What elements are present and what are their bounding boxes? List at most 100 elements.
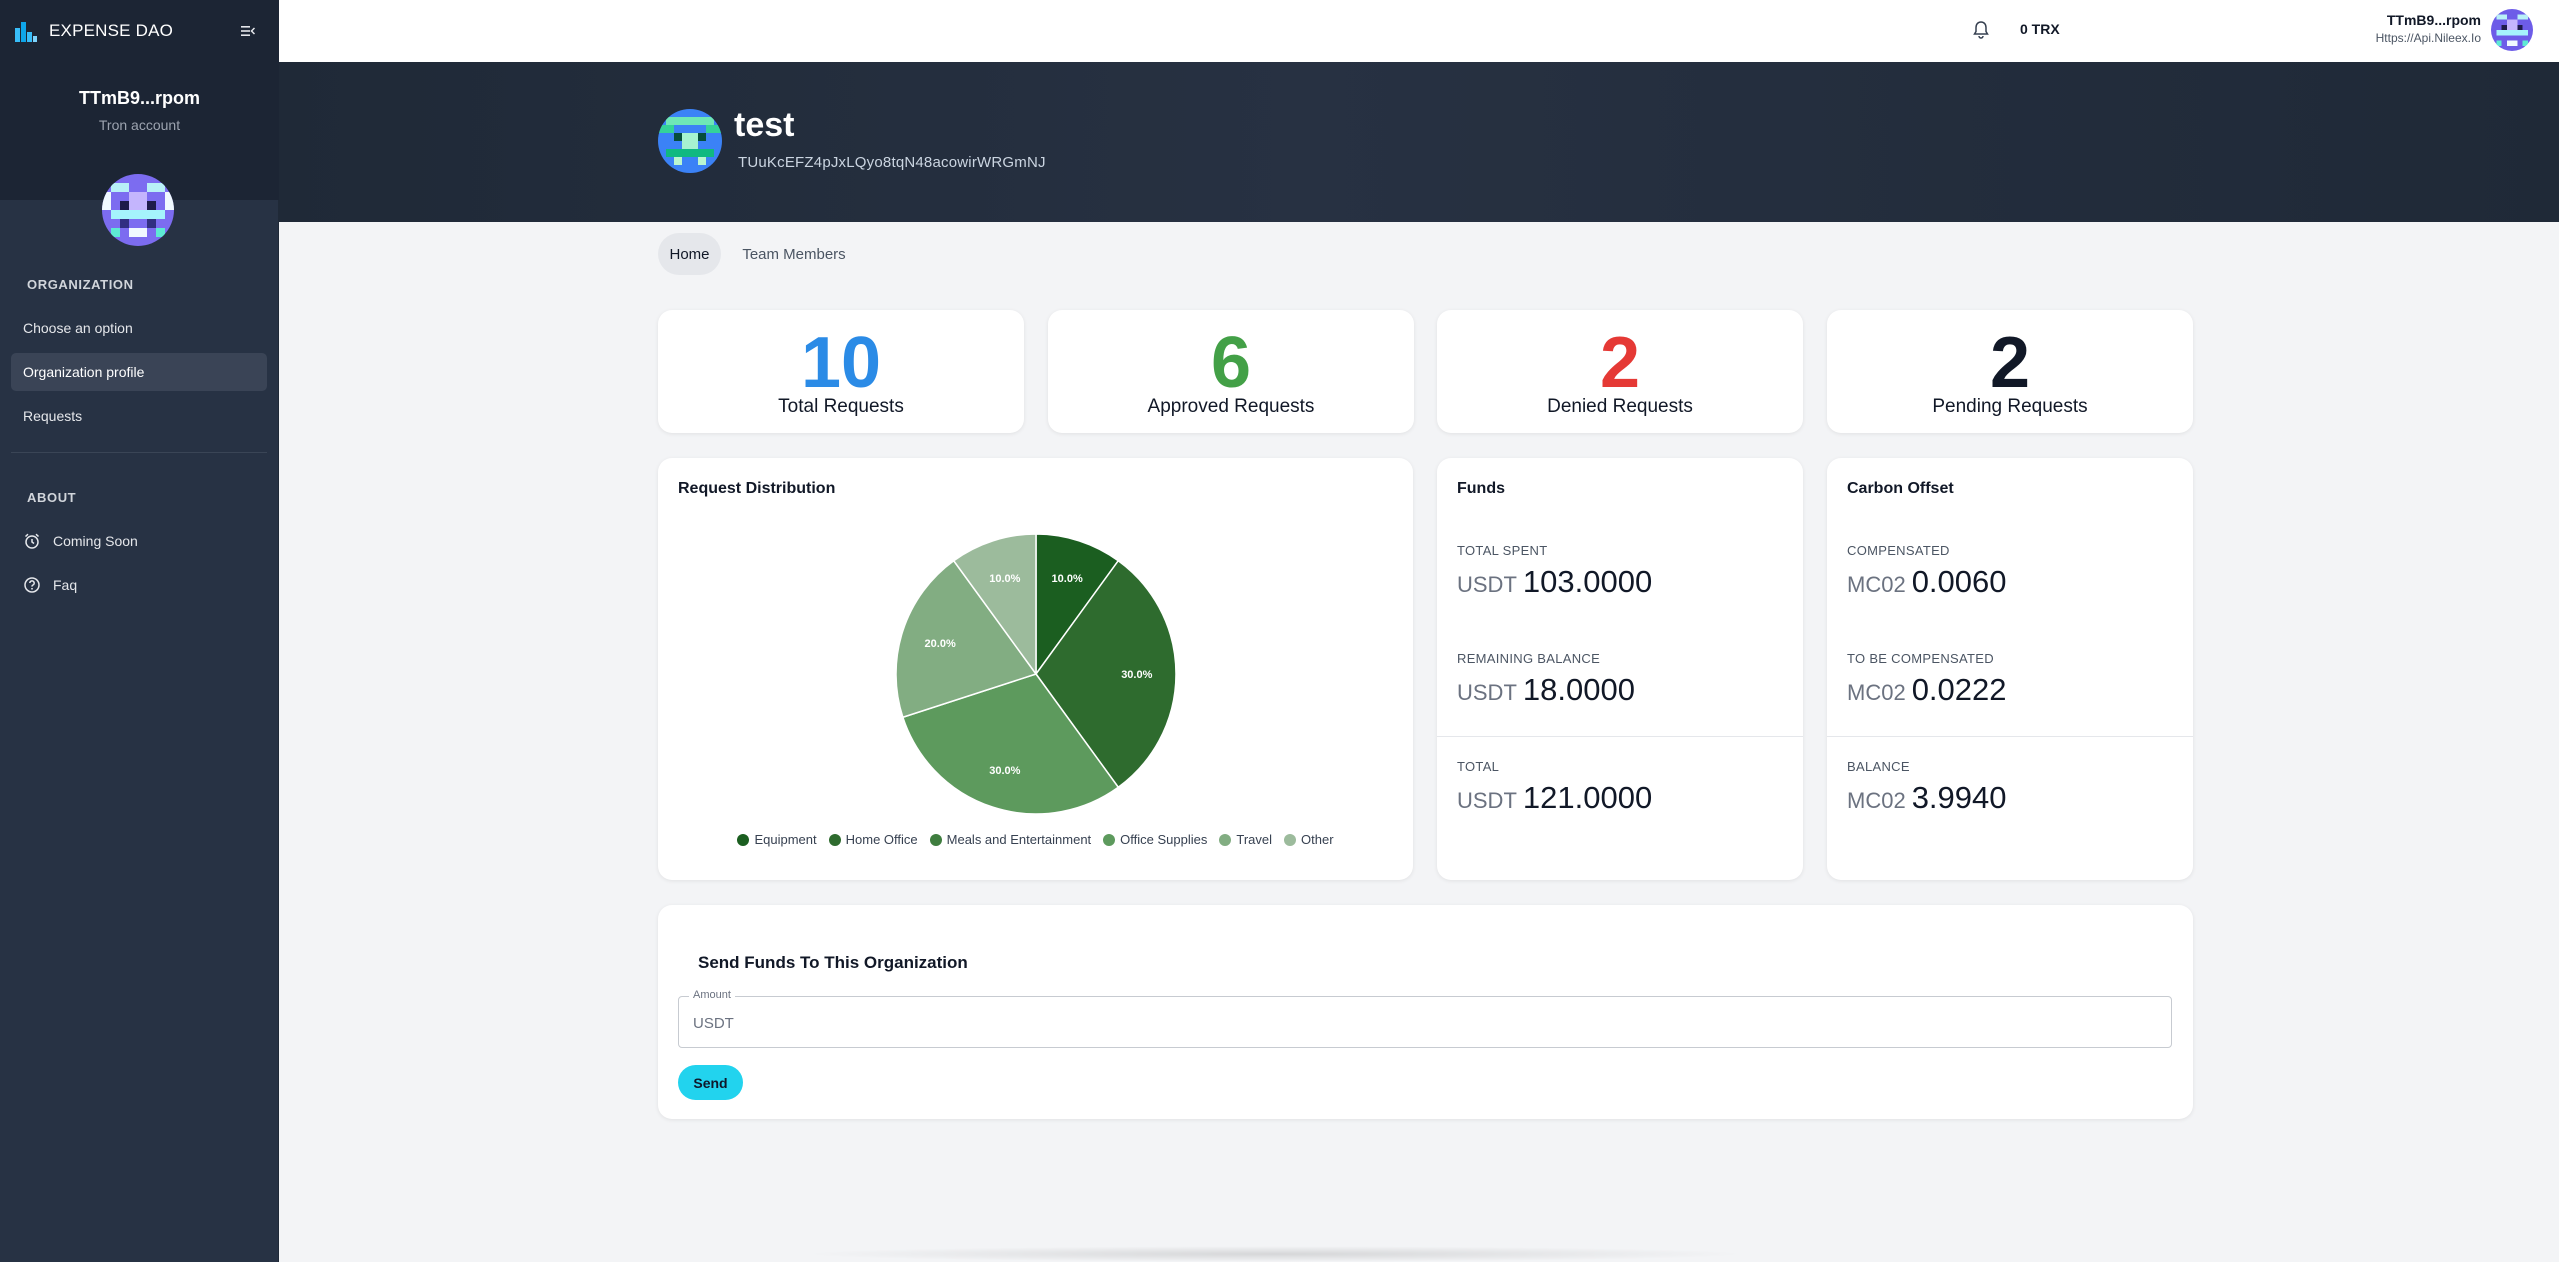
send-funds-card: Send Funds To This Organization Amount S… (658, 905, 2193, 1119)
legend-swatch (1284, 833, 1297, 846)
topbar-user-info[interactable]: TTmB9...rpom Https://Api.Nileex.Io (2376, 12, 2481, 45)
pie-slice-label: 10.0% (989, 573, 1020, 585)
account-name: TTmB9...rpom (78, 88, 200, 108)
tab-home[interactable]: Home (658, 233, 721, 275)
stat-card-total: 10 Total Requests (658, 310, 1024, 433)
carbon-offset-card: Carbon Offset COMPENSATED MC02 0.0060 TO… (1827, 458, 2193, 880)
legend-swatch (828, 833, 841, 846)
sidebar: EXPENSE DAO TTmB9...rpom Tron account OR… (0, 0, 279, 1262)
stat-card-approved: 6 Approved Requests (1048, 310, 1414, 433)
stat-value: 2 (1989, 323, 2031, 403)
legend-label: Other (1301, 832, 1334, 847)
legend-item[interactable]: Meals and Entertainment (929, 832, 1092, 847)
menu-collapse-icon (241, 26, 255, 36)
stat-value: 10 (800, 323, 882, 403)
metric-label: TOTAL SPENT (1457, 543, 1548, 558)
topbar-user-node: Https://Api.Nileex.Io (2375, 31, 2481, 45)
trx-balance: 0 TRX (2020, 21, 2060, 37)
legend-label: Equipment (754, 832, 817, 847)
funds-title: Funds (1457, 480, 1505, 497)
legend-label: Meals and Entertainment (946, 832, 1092, 847)
legend-swatch (1219, 833, 1232, 846)
metric-value: USDT 103.0000 (1457, 564, 1652, 600)
metric-unit: MC02 (1847, 572, 1906, 597)
stat-label: Approved Requests (1147, 396, 1315, 417)
metric-unit: USDT (1457, 680, 1517, 705)
help-circle-icon (23, 576, 41, 594)
stat-label: Denied Requests (1547, 396, 1693, 417)
sidebar-item-choose-option[interactable]: Choose an option (11, 309, 267, 347)
sidebar-item-label: Organization profile (23, 364, 145, 380)
pie-chart: 10.0% 30.0% 30.0% 20.0% 10.0% (895, 533, 1177, 815)
sidebar-item-label: Faq (53, 577, 78, 593)
distribution-title: Request Distribution (678, 480, 836, 497)
pie-slice-label: 30.0% (989, 765, 1020, 777)
account-type: Tron account (98, 117, 181, 133)
org-name: test (734, 106, 795, 144)
pie-slice-travel[interactable] (895, 559, 1038, 719)
funds-card: Funds TOTAL SPENT USDT 103.0000 REMAININ… (1437, 458, 1803, 880)
brand-name: EXPENSE DAO (49, 21, 174, 40)
metric-value: MC02 3.9940 (1847, 780, 2007, 816)
legend-item[interactable]: Equipment (737, 832, 817, 847)
sidebar-item-organization-profile[interactable]: Organization profile (11, 353, 267, 391)
alarm-clock-icon (23, 532, 41, 550)
brand[interactable]: EXPENSE DAO (15, 18, 173, 44)
tab-team-members[interactable]: Team Members (742, 245, 846, 263)
legend-label: Office Supplies (1120, 832, 1208, 847)
request-distribution-card: Request Distribution 10.0% 30.0% 30.0% 20.0… (658, 458, 1413, 880)
metric-unit: MC02 (1847, 788, 1906, 813)
carbon-title: Carbon Offset (1847, 480, 1954, 497)
legend-swatch (929, 833, 942, 846)
metric-number: 0.0222 (1911, 672, 2007, 707)
top-bar (279, 0, 2559, 63)
metric-label: TOTAL (1457, 759, 1500, 774)
sidebar-divider (11, 452, 267, 453)
metric-number: 0.0060 (1911, 564, 2007, 599)
collapse-sidebar-button[interactable] (237, 20, 259, 42)
logo-icon (15, 22, 37, 42)
legend-item[interactable]: Travel (1219, 832, 1272, 847)
legend-item[interactable]: Office Supplies (1103, 832, 1207, 847)
stat-value: 2 (1599, 323, 1641, 403)
amount-input[interactable] (691, 1009, 2155, 1037)
pie-slice-equipment[interactable] (1035, 533, 1120, 677)
legend-swatch (1103, 833, 1116, 846)
chart-legend: Equipment Home Office Meals and Entertainm… (658, 832, 1413, 847)
metric-unit: USDT (1457, 572, 1517, 597)
sidebar-item-coming-soon[interactable]: Coming Soon (11, 522, 267, 560)
pie-slice-office-supplies[interactable] (901, 673, 1120, 815)
legend-label: Home Office (845, 832, 918, 847)
metric-value: MC02 0.0060 (1847, 564, 2007, 600)
send-button[interactable]: Send (678, 1065, 743, 1100)
bottom-shadow (800, 1246, 1750, 1262)
stat-label: Total Requests (778, 396, 904, 417)
stat-value: 6 (1210, 323, 1252, 403)
legend-item[interactable]: Other (1284, 832, 1334, 847)
org-header (279, 62, 2559, 222)
pie-slice-other[interactable] (952, 533, 1037, 677)
sidebar-item-faq[interactable]: Faq (11, 566, 267, 604)
bell-icon[interactable] (1970, 19, 1992, 41)
metric-unit: MC02 (1847, 680, 1906, 705)
sidebar-item-requests[interactable]: Requests (11, 397, 267, 435)
pie-slice-label: 10.0% (1052, 573, 1083, 585)
metric-value: USDT 18.0000 (1457, 672, 1635, 708)
pie-slice-home-office[interactable] (1035, 559, 1177, 789)
avatar (102, 174, 174, 246)
metric-label: BALANCE (1847, 759, 1910, 774)
sidebar-item-label: Requests (23, 408, 83, 424)
metric-number: 121.0000 (1522, 780, 1653, 815)
legend-item[interactable]: Home Office (828, 832, 918, 847)
sidebar-item-label: Choose an option (23, 320, 133, 336)
metric-number: 3.9940 (1911, 780, 2007, 815)
topbar-user-name: TTmB9...rpom (2386, 12, 2481, 28)
amount-field: Amount (678, 989, 2172, 1048)
metric-number: 18.0000 (1522, 672, 1635, 707)
sidebar-account-panel (0, 0, 279, 200)
metric-label: TO BE COMPENSATED (1847, 651, 1994, 666)
card-divider (1827, 736, 2193, 737)
sidebar-section-organization: ORGANIZATION (27, 277, 134, 292)
topbar-avatar[interactable] (2491, 9, 2533, 51)
metric-label: REMAINING BALANCE (1457, 651, 1601, 666)
